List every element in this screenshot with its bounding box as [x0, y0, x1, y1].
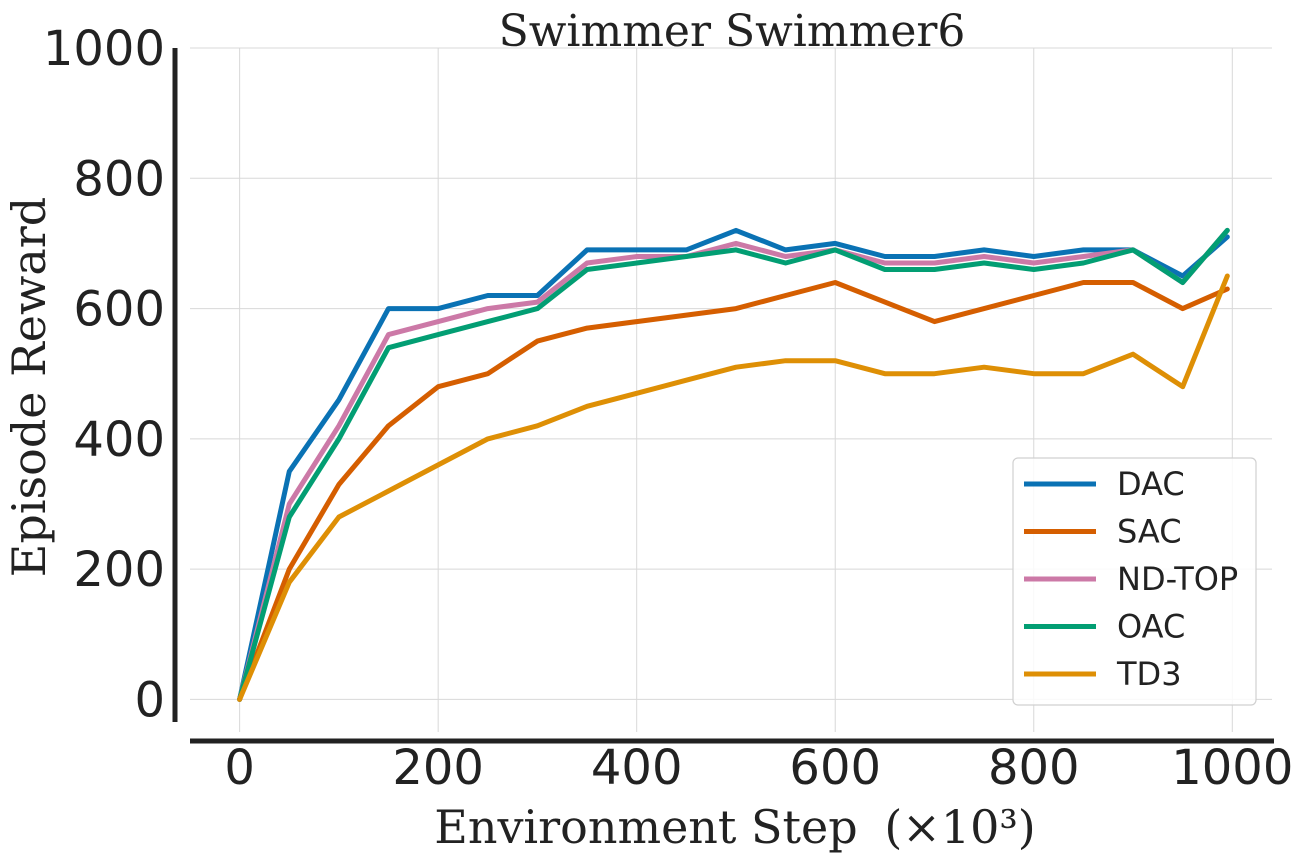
- series-line-nd-top: [237, 227, 1230, 702]
- grid: [190, 47, 1272, 732]
- x-axis-label: Environment Step (×10³): [434, 800, 1036, 854]
- series-line-td3: [237, 273, 1230, 702]
- legend-label-oac: OAC: [1117, 608, 1185, 646]
- x-axis-label-unit: (×10³): [884, 800, 1035, 854]
- x-tick-label: 200: [392, 740, 484, 796]
- y-tick-label: 200: [73, 542, 165, 598]
- x-tick-label: 800: [988, 740, 1080, 796]
- legend-label-td3: TD3: [1116, 655, 1182, 693]
- y-tick-label: 0: [134, 672, 165, 728]
- legend: DAC SAC ND-TOP OAC TD3: [1012, 457, 1257, 706]
- legend-label-sac: SAC: [1117, 513, 1182, 551]
- series-layer: [237, 227, 1230, 702]
- axes: [172, 48, 1274, 744]
- legend-label-dac: DAC: [1117, 465, 1185, 503]
- y-tick-label: 1000: [43, 21, 165, 77]
- x-tick-label: 400: [591, 740, 683, 796]
- series-line-sac: [237, 280, 1230, 702]
- chart-title: Swimmer Swimmer6: [499, 6, 966, 57]
- y-tick-label: 600: [73, 282, 165, 338]
- y-tick-label: 400: [73, 412, 165, 468]
- legend-frame: [1012, 457, 1257, 706]
- ticks: 0 200 400 600 800 1000 0 200 400 600 800 1000: [43, 21, 1294, 796]
- x-axis-label-text: Environment Step: [434, 800, 857, 854]
- y-tick-label: 800: [73, 151, 165, 207]
- series-line-oac: [237, 227, 1230, 702]
- y-axis-label: Episode Reward: [2, 197, 56, 577]
- series-line-dac: [237, 227, 1230, 702]
- x-tick-label: 1000: [1171, 740, 1293, 796]
- legend-label-nd-top: ND-TOP: [1117, 560, 1238, 598]
- x-tick-label: 0: [224, 740, 255, 796]
- x-tick-label: 600: [789, 740, 881, 796]
